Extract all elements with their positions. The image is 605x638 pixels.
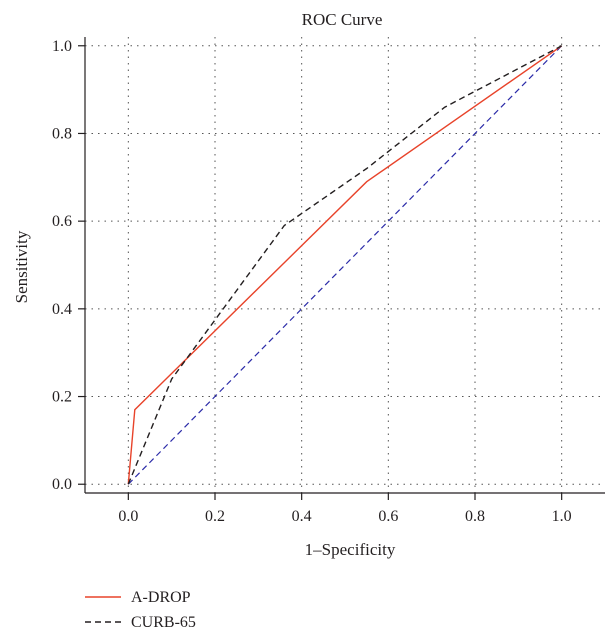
y-tick-label-2: 0.4 [52,301,72,318]
x-tick-label-0: 0.0 [118,508,138,525]
x-tick-label-5: 1.0 [552,508,572,525]
x-tick-label-4: 0.8 [465,508,485,525]
y-tick-label-4: 0.8 [52,125,72,142]
chart-title: ROC Curve [302,10,383,29]
y-tick-label-3: 0.6 [52,213,72,230]
y-tick-label-0: 0.0 [52,476,72,493]
y-tick-label-5: 1.0 [52,38,72,55]
legend-label-1: CURB-65 [131,614,196,631]
series-line-a-drop [127,45,563,485]
x-tick-label-2: 0.4 [292,508,312,525]
y-tick-label-1: 0.2 [52,389,72,406]
x-tick-label-1: 0.2 [205,508,225,525]
legend-label-0: A-DROP [131,589,191,606]
reference-diagonal-line [127,45,563,485]
x-axis-label: 1–Specificity [305,540,396,559]
series-line-curb-65 [127,45,563,485]
y-axis-label: Sensitivity [12,230,31,303]
x-tick-label-3: 0.6 [378,508,398,525]
